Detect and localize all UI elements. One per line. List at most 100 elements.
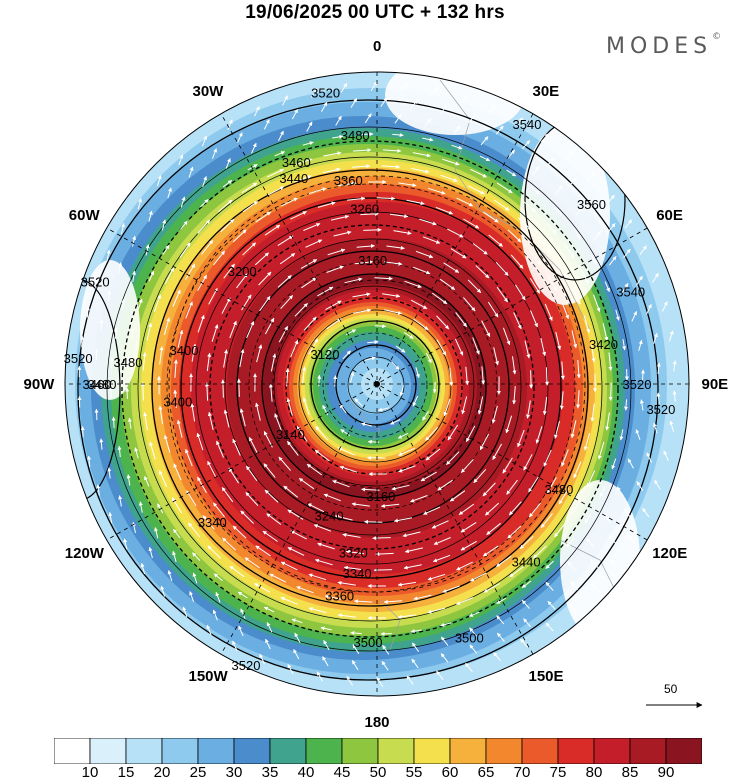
wind-vector [171, 497, 183, 514]
wind-vector [372, 536, 391, 541]
wind-vector [436, 339, 447, 356]
wind-vector [646, 303, 652, 315]
wind-vector [459, 94, 468, 104]
wind-vector [479, 155, 491, 162]
contour-label: 3540 [513, 117, 542, 132]
wind-vector [244, 557, 260, 569]
wind-vector [669, 420, 674, 432]
wind-vector [395, 345, 406, 353]
wind-vector [306, 121, 313, 132]
wind-vector [239, 348, 245, 368]
wind-vector [423, 506, 441, 515]
wind-vector [211, 324, 219, 342]
wind-vector [623, 248, 631, 259]
pole-marker [374, 381, 380, 387]
wind-vector [206, 352, 212, 372]
wind-vector [591, 344, 596, 363]
wind-vector [493, 652, 502, 662]
wind-vector [143, 412, 148, 431]
wind-vector [85, 306, 90, 318]
contour-label: 3240 [315, 509, 344, 524]
wind-vector [264, 224, 281, 236]
wind-vector [117, 445, 122, 458]
wind-vector [510, 254, 524, 269]
wind-vector [342, 350, 351, 360]
wind-vector [517, 217, 532, 231]
colorbar-label: 40 [297, 764, 315, 781]
wind-vector [451, 144, 463, 150]
colorbar-swatch [341, 738, 379, 764]
wind-vector [507, 525, 522, 539]
wind-vector [353, 599, 373, 604]
coastline [439, 79, 591, 331]
wind-vector [391, 484, 410, 491]
wind-vector [547, 275, 557, 292]
wind-vector [528, 476, 539, 493]
wind-vector [488, 104, 496, 114]
wind-vector [313, 524, 332, 532]
wind-vector [506, 479, 518, 495]
wind-vector [232, 229, 247, 243]
wind-vector [332, 480, 350, 488]
wind-vector [172, 289, 181, 307]
wind-vector [467, 279, 482, 294]
wind-vector [496, 615, 505, 625]
wind-vector [460, 458, 474, 473]
wind-vector [127, 417, 132, 429]
wind-vector [339, 403, 347, 414]
wind-vector [281, 197, 298, 207]
wind-vector [255, 211, 272, 223]
wind-vector [259, 653, 265, 665]
wind-vector [255, 545, 271, 557]
wind-vector [485, 502, 500, 516]
wind-vector [440, 636, 449, 646]
colorbar-swatch [197, 738, 235, 764]
wind-vector [192, 572, 198, 584]
wind-vector [606, 194, 615, 204]
wind-vector [197, 314, 205, 333]
wind-vector [149, 441, 156, 460]
wind-vector [446, 451, 460, 465]
weak-wind-patch [385, 72, 525, 135]
wind-vector [291, 108, 299, 120]
contour-label: 3160 [366, 489, 395, 504]
wind-vector [363, 227, 382, 232]
wind-vector [290, 530, 307, 540]
contour-line [236, 250, 510, 524]
wind-vector [107, 290, 112, 302]
wind-vector [609, 256, 617, 266]
wind-vector [333, 375, 338, 387]
wind-vector [398, 447, 416, 456]
wind-vector [204, 382, 209, 401]
wind-vector [460, 521, 477, 533]
wind-vector [188, 166, 194, 178]
wind-vector [411, 642, 420, 652]
wind-vector [432, 381, 437, 394]
wind-vector [213, 250, 226, 266]
wind-vector [140, 382, 145, 401]
wind-vector [137, 198, 143, 210]
wind-vector [220, 218, 235, 233]
wind-vector [232, 640, 238, 652]
wind-vector [207, 411, 214, 431]
wind-vector [419, 218, 437, 226]
wind-vector [144, 475, 150, 487]
wind-vector [285, 368, 290, 387]
wind-vector [212, 609, 218, 621]
wind-vector [397, 432, 409, 439]
wind-vector [259, 295, 271, 312]
wind-vector [179, 220, 188, 230]
wind-vector [342, 533, 361, 538]
wind-vector [470, 168, 487, 178]
colorbar-label: 30 [225, 764, 243, 781]
wind-vector [397, 581, 416, 587]
contour-label: 3480 [88, 377, 117, 392]
wind-vector [302, 141, 314, 146]
wind-vector [399, 385, 404, 397]
wind-vector [519, 535, 534, 550]
wind-vector [531, 166, 540, 176]
wind-vector [367, 439, 380, 444]
wind-vector [223, 349, 228, 368]
wind-vector [111, 416, 116, 428]
colorbar-swatch [485, 738, 523, 764]
